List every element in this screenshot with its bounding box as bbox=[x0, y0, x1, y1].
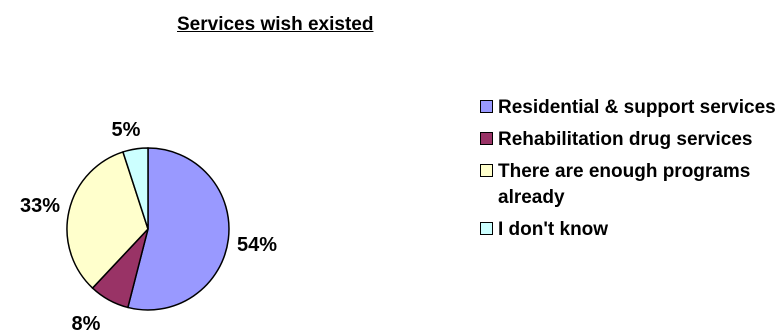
pie-label-rehabilitation: 8% bbox=[72, 313, 101, 334]
legend-swatch-enough-programs bbox=[480, 164, 493, 177]
pie-labels: 54% 8% 33% 5% bbox=[20, 119, 277, 334]
legend-label-residential: Residential & support services bbox=[498, 97, 776, 118]
legend-swatch-residential bbox=[480, 100, 493, 113]
legend-swatch-rehabilitation bbox=[480, 132, 493, 145]
legend-item-residential: Residential & support services bbox=[480, 95, 780, 121]
legend-item-dont-know: I don't know bbox=[480, 217, 780, 243]
legend-item-enough-programs: There are enough programs already bbox=[480, 159, 780, 211]
pie-slice-dont-know bbox=[122, 147, 149, 230]
pie-slices bbox=[66, 147, 230, 311]
legend-swatch-dont-know bbox=[480, 222, 493, 235]
pie-label-residential: 54% bbox=[237, 234, 277, 256]
chart-title: Services wish existed bbox=[177, 14, 374, 35]
pie-slice-residential bbox=[126, 147, 230, 311]
pie-label-enough-programs: 33% bbox=[20, 195, 60, 217]
pie-slice-enough-programs bbox=[66, 151, 149, 290]
pie-label-dont-know: 5% bbox=[112, 119, 141, 141]
chart-legend: Residential & support services Rehabilit… bbox=[480, 95, 780, 249]
legend-label-dont-know: I don't know bbox=[498, 219, 609, 240]
legend-label-rehabilitation: Rehabilitation drug services bbox=[498, 129, 753, 150]
legend-label-enough-programs: There are enough programs already bbox=[498, 161, 751, 208]
legend-item-rehabilitation: Rehabilitation drug services bbox=[480, 127, 780, 153]
